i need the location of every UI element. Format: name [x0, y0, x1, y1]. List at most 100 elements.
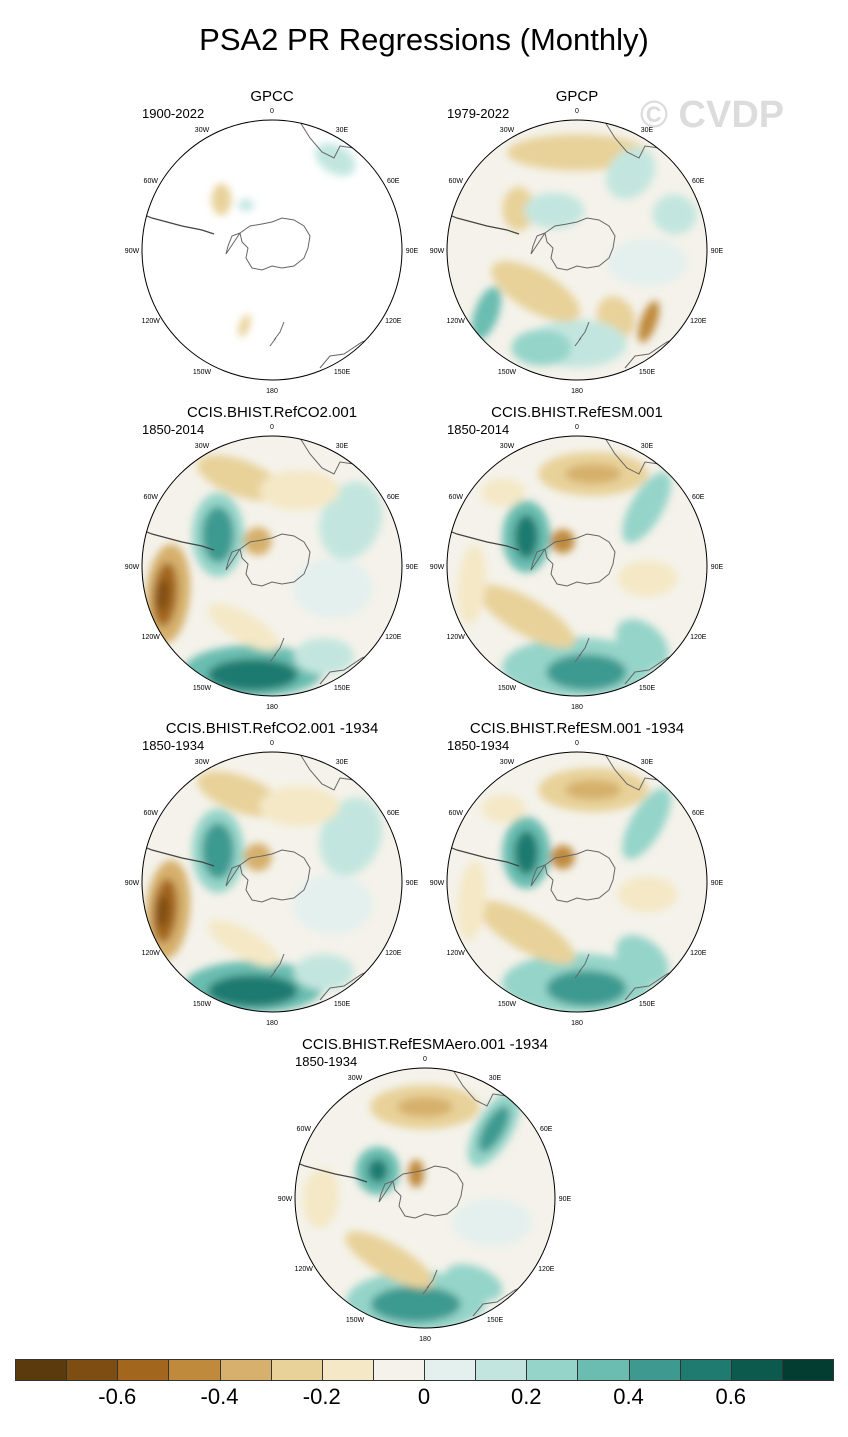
regression-anomaly [607, 238, 688, 287]
regression-anomaly [652, 194, 697, 235]
longitude-label: 90E [406, 880, 419, 887]
africa-coastline [604, 121, 660, 159]
africa-coastline [299, 437, 355, 475]
colorbar-swatch [475, 1359, 528, 1381]
panel-period: 1979-2022 [447, 106, 510, 121]
polar-map: 0 30E 60E 90E 120E 150E 180 150W 120W 90W 60W 30W [125, 108, 419, 395]
antarctica-coastline [378, 1165, 464, 1219]
colorbar-swatch [679, 1359, 732, 1381]
regression-anomaly [293, 874, 374, 935]
south-america-coastline [142, 205, 215, 235]
panel-title: CCIS.BHIST.RefESMAero.001 -1934 [302, 1036, 548, 1053]
regression-anomaly [367, 1158, 388, 1183]
africa-coastline [452, 1069, 508, 1107]
regression-anomaly [208, 919, 279, 967]
regression-anomaly [208, 603, 279, 651]
new-zealand-coastline [269, 953, 285, 979]
regression-anomaly [259, 470, 340, 511]
colorbar-swatch [628, 1359, 681, 1381]
longitude-label: 30W [348, 1075, 363, 1082]
longitude-label: 120E [690, 318, 707, 325]
longitude-label: 180 [266, 704, 278, 711]
map-border [141, 119, 403, 381]
antarctica-coastline [530, 533, 616, 587]
longitude-label: 30E [641, 443, 654, 450]
regression-anomaly [457, 860, 487, 941]
south-america-coastline [447, 837, 520, 867]
colorbar-swatch [730, 1359, 783, 1381]
panel-title: CCIS.BHIST.RefCO2.001 -1934 [165, 720, 379, 737]
colorbar-swatch [577, 1359, 630, 1381]
colorbar-label: 0.4 [613, 1384, 644, 1409]
polar-map: 0 30E 60E 90E 120E 150E 180 150W 120W 90W 60W 30W [430, 108, 724, 395]
longitude-label: 90E [559, 1196, 572, 1203]
watermark: © CVDP [640, 94, 785, 136]
longitude-label: 0 [575, 740, 579, 747]
regression-anomaly [397, 1097, 453, 1117]
regression-anomaly [477, 584, 575, 649]
longitude-label: 120W [295, 1266, 314, 1273]
regression-anomaly [546, 970, 627, 1007]
longitude-label: 60W [144, 810, 159, 817]
panel-period: 1850-1934 [142, 738, 205, 753]
polar-map: 0 30E 60E 90E 120E 150E 180 150W 120W 90W 60W 30W [430, 424, 724, 711]
antarctica-coastline [225, 849, 311, 903]
longitude-label: 0 [575, 424, 579, 431]
colorbar-swatch [372, 1359, 425, 1381]
panel-title: GPCP [555, 88, 599, 105]
colorbar-swatch [168, 1359, 221, 1381]
south-america-coastline [142, 837, 215, 867]
colorbar-swatch [117, 1359, 170, 1381]
regression-anomaly [408, 1159, 425, 1188]
regression-anomaly [293, 558, 374, 619]
south-america-coastline [142, 521, 215, 551]
regression-anomaly [617, 876, 678, 913]
longitude-label: 30E [641, 127, 654, 134]
longitude-label: 30E [336, 759, 349, 766]
longitude-label: 0 [270, 108, 274, 115]
longitude-label: 180 [266, 1020, 278, 1027]
panel-title: CCIS.BHIST.RefESM.001 [491, 404, 663, 421]
regression-anomaly [243, 527, 272, 556]
regression-anomaly [319, 797, 383, 876]
longitude-label: 150E [639, 369, 656, 376]
south-america-coastline [295, 1153, 368, 1183]
regression-anomaly [207, 974, 298, 1007]
longitude-label: 120W [447, 318, 466, 325]
longitude-label: 30E [641, 759, 654, 766]
panel-period: 1850-1934 [447, 738, 510, 753]
regression-anomaly [550, 529, 575, 554]
panel-refesm-1934: CCIS.BHIST.RefESM.001 -1934 1850-1934 0 3… [427, 720, 727, 1050]
regression-anomaly [259, 786, 340, 827]
colorbar-swatch [321, 1359, 374, 1381]
regression-anomaly [201, 506, 234, 563]
longitude-label: 150E [334, 1001, 351, 1008]
regression-anomaly [622, 787, 672, 860]
longitude-label: 60E [387, 810, 400, 817]
regression-anomaly [481, 478, 526, 507]
regression-anomaly [478, 1105, 510, 1153]
new-zealand-coastline [574, 953, 590, 979]
antarctica-coastline [530, 849, 616, 903]
longitude-label: 180 [571, 388, 583, 395]
longitude-label: 60E [387, 178, 400, 185]
longitude-label: 0 [423, 1056, 427, 1063]
regression-anomaly [370, 1286, 461, 1323]
regression-anomaly [207, 658, 298, 691]
regression-anomaly [201, 822, 234, 879]
colorbar-label: -0.2 [302, 1384, 341, 1409]
regression-anomaly [514, 830, 539, 875]
regression-anomaly [617, 560, 678, 597]
longitude-label: 150W [498, 369, 517, 376]
longitude-label: 60W [297, 1126, 312, 1133]
regression-anomaly [565, 779, 622, 800]
longitude-label: 60E [540, 1126, 553, 1133]
panel-period: 1850-2014 [142, 422, 205, 437]
longitude-label: 180 [419, 1336, 431, 1343]
africa-coastline [604, 753, 660, 791]
regression-anomaly [156, 579, 169, 612]
longitude-label: 30W [500, 759, 515, 766]
longitude-label: 150W [193, 1001, 212, 1008]
longitude-label: 30W [500, 443, 515, 450]
regression-anomaly [491, 260, 581, 322]
